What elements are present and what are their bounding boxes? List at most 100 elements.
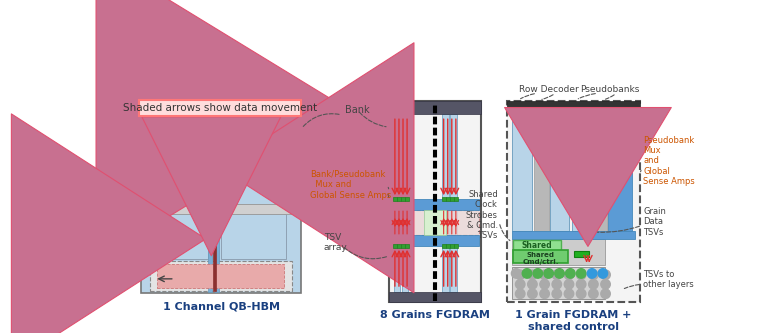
Bar (514, 250, 567, 263)
Circle shape (552, 289, 561, 298)
Bar (550, 111, 569, 231)
Text: Grain
Data
TSVs: Grain Data TSVs (644, 207, 666, 237)
Bar (401, 244, 405, 248)
Text: 1 Grain FGDRAM +
shared control: 1 Grain FGDRAM + shared control (515, 310, 631, 332)
Text: TSV
array: TSV array (323, 232, 347, 252)
Bar (571, 111, 591, 231)
Bar (512, 239, 605, 265)
Circle shape (566, 269, 575, 278)
Bar (450, 210, 457, 292)
Bar (215, 129, 219, 292)
Bar (454, 197, 458, 201)
Bar (397, 244, 401, 248)
Text: Shared: Shared (522, 241, 552, 250)
Bar (442, 210, 449, 292)
Bar (213, 130, 216, 291)
Text: Shared
Clock
Strobes
& Cmd.
TSVs: Shared Clock Strobes & Cmd. TSVs (466, 190, 498, 240)
Bar (393, 244, 397, 248)
Bar (393, 210, 400, 292)
Bar (442, 244, 446, 248)
Bar (608, 111, 632, 231)
Circle shape (601, 270, 611, 279)
Circle shape (515, 270, 525, 279)
Bar (402, 210, 408, 292)
Bar (514, 240, 561, 250)
Text: 8 Grains FGDRAM: 8 Grains FGDRAM (380, 310, 490, 320)
Circle shape (588, 270, 598, 279)
Circle shape (522, 269, 532, 278)
Circle shape (511, 269, 521, 278)
Circle shape (540, 289, 549, 298)
Bar (150, 261, 292, 291)
Bar (450, 244, 454, 248)
Bar (424, 210, 446, 235)
Bar (405, 197, 409, 201)
Circle shape (588, 289, 598, 298)
Circle shape (598, 269, 608, 278)
Bar (391, 210, 479, 235)
Text: Shared
Cmd/ctrl.: Shared Cmd/ctrl. (522, 252, 559, 265)
Bar (141, 127, 301, 293)
Circle shape (533, 269, 543, 278)
Bar (208, 129, 212, 292)
Bar (393, 197, 397, 201)
Bar (454, 244, 458, 248)
Circle shape (601, 289, 611, 298)
Bar (507, 101, 640, 111)
Bar (390, 292, 481, 302)
Bar (401, 197, 405, 201)
Circle shape (552, 279, 561, 289)
Bar (222, 129, 286, 208)
Circle shape (577, 270, 586, 279)
Text: Row Decoder: Row Decoder (519, 85, 578, 94)
Circle shape (552, 270, 561, 279)
Bar (139, 100, 301, 116)
Bar (391, 199, 479, 210)
Bar (222, 214, 286, 258)
Circle shape (540, 279, 549, 289)
Circle shape (515, 279, 525, 289)
Bar (397, 197, 401, 201)
Circle shape (588, 269, 597, 278)
Bar (450, 197, 454, 201)
Text: TSVs to
other layers: TSVs to other layers (644, 270, 695, 289)
Bar (391, 235, 479, 245)
Circle shape (564, 270, 574, 279)
Bar (512, 267, 605, 299)
Bar (442, 197, 446, 201)
Circle shape (527, 270, 537, 279)
Circle shape (577, 279, 586, 289)
Circle shape (544, 269, 554, 278)
Circle shape (540, 270, 549, 279)
Bar (512, 111, 532, 231)
Circle shape (564, 289, 574, 298)
Bar (143, 204, 299, 213)
Circle shape (577, 269, 586, 278)
Circle shape (554, 269, 564, 278)
Circle shape (588, 279, 598, 289)
Bar (405, 244, 409, 248)
Bar (402, 114, 408, 199)
Bar (390, 101, 481, 302)
Bar (393, 114, 400, 199)
Circle shape (527, 289, 537, 298)
Bar (208, 129, 213, 208)
Circle shape (601, 279, 611, 289)
Text: Pseudobank
Mux
and
Global
Sense Amps: Pseudobank Mux and Global Sense Amps (644, 136, 695, 186)
Circle shape (527, 279, 537, 289)
Circle shape (564, 279, 574, 289)
Bar (157, 264, 284, 288)
Bar (143, 214, 208, 258)
Text: 1 Channel QB-HBM: 1 Channel QB-HBM (162, 301, 280, 311)
Bar (143, 129, 208, 208)
Circle shape (577, 289, 586, 298)
Bar (446, 197, 450, 201)
Bar (446, 244, 450, 248)
Text: Bank: Bank (346, 105, 370, 115)
Bar (390, 101, 481, 114)
Bar (512, 231, 634, 239)
Text: Pseudobanks: Pseudobanks (580, 85, 639, 94)
Bar (211, 129, 213, 208)
Circle shape (515, 289, 525, 298)
Bar (442, 114, 449, 199)
